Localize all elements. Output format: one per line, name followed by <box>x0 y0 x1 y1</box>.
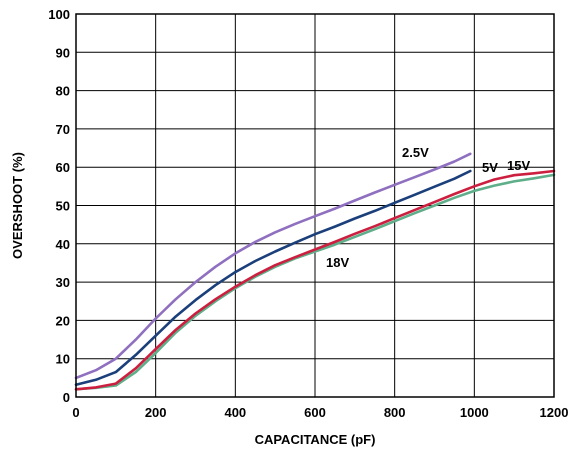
x-tick-label-3: 600 <box>304 405 326 420</box>
y-tick-label-0: 0 <box>63 390 70 405</box>
series-lines <box>74 152 556 391</box>
x-tick-label-4: 800 <box>384 405 406 420</box>
series-label-2-5V: 2.5V <box>402 145 429 160</box>
y-tick-label-9: 90 <box>56 45 70 60</box>
y-tick-label-2: 20 <box>56 313 70 328</box>
x-tick-label-2: 400 <box>224 405 246 420</box>
x-tick-labels: 0 200 400 600 800 1000 1200 <box>72 405 568 420</box>
x-tick-label-6: 1200 <box>540 405 569 420</box>
y-tick-label-3: 30 <box>56 275 70 290</box>
x-tick-label-1: 200 <box>145 405 167 420</box>
plot-frame <box>75 13 555 398</box>
y-tick-label-4: 40 <box>56 237 70 252</box>
y-tick-label-1: 10 <box>56 352 70 367</box>
y-tick-label-8: 80 <box>56 84 70 99</box>
x-tick-label-5: 1000 <box>460 405 489 420</box>
y-axis-label: OVERSHOOT (%) <box>10 152 25 259</box>
series-line-5V <box>74 169 472 387</box>
series-line-2-5V <box>74 152 472 380</box>
series-labels: 2.5V 5V 15V 18V <box>326 145 530 270</box>
series-label-18V: 18V <box>326 255 349 270</box>
grid <box>75 13 555 398</box>
y-tick-label-6: 60 <box>56 160 70 175</box>
series-label-5V: 5V <box>482 160 498 175</box>
y-tick-label-10: 100 <box>48 7 70 22</box>
series-line-15V <box>74 169 556 391</box>
x-tick-label-0: 0 <box>72 405 79 420</box>
y-tick-label-7: 70 <box>56 122 70 137</box>
series-label-15V: 15V <box>507 158 530 173</box>
y-tick-labels: 0 10 20 30 40 50 60 70 80 90 100 <box>48 7 70 405</box>
x-axis-label: CAPACITANCE (pF) <box>255 432 376 447</box>
y-tick-label-5: 50 <box>56 199 70 214</box>
series-line-18V <box>74 173 556 391</box>
